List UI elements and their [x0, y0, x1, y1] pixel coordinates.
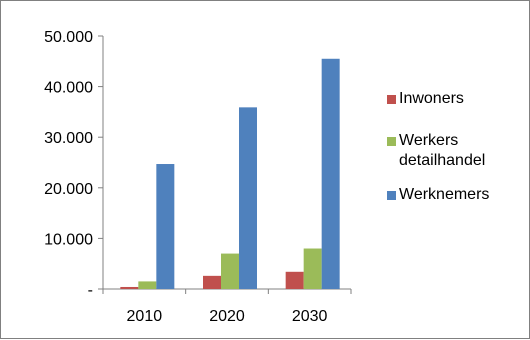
y-tick-label: 50.000: [44, 29, 93, 46]
bar-werknemers-2030: [321, 58, 340, 289]
bar-werknemers-2020: [239, 107, 257, 289]
x-tick-label: 2010: [127, 308, 163, 325]
legend-label-werkers-detailhandel: Werkers detailhandel: [399, 132, 486, 169]
bar-werknemers-2010: [156, 164, 175, 289]
bar-inwoners-2020: [203, 275, 221, 289]
legend-item-werkers-detailhandel: Werkers detailhandel: [387, 131, 527, 171]
legend-swatch-werkers-detailhandel: [387, 137, 396, 146]
bar-werkers-detailhandel-2010: [138, 281, 157, 289]
bar-inwoners-2030: [285, 271, 304, 289]
legend: Inwoners Werkers detailhandel Werknemers: [387, 89, 527, 219]
y-tick-label: 30.000: [44, 130, 93, 147]
legend-swatch-werknemers: [387, 191, 396, 200]
y-tick-label: 20.000: [44, 181, 93, 198]
bar-inwoners-2010: [120, 286, 139, 289]
y-tick-label: -: [88, 282, 93, 299]
legend-swatch-inwoners: [387, 95, 396, 104]
y-tick-label: 40.000: [44, 80, 93, 97]
legend-item-inwoners: Inwoners: [387, 89, 527, 109]
y-tick-label: 10.000: [44, 231, 93, 248]
x-tick-label: 2030: [292, 308, 328, 325]
legend-label-inwoners: Inwoners: [399, 90, 464, 107]
bar-werkers-detailhandel-2020: [221, 253, 239, 289]
x-tick-label: 2020: [209, 308, 245, 325]
legend-label-werknemers: Werknemers: [399, 186, 490, 203]
legend-item-werknemers: Werknemers: [387, 185, 527, 205]
bar-werkers-detailhandel-2030: [303, 248, 322, 289]
